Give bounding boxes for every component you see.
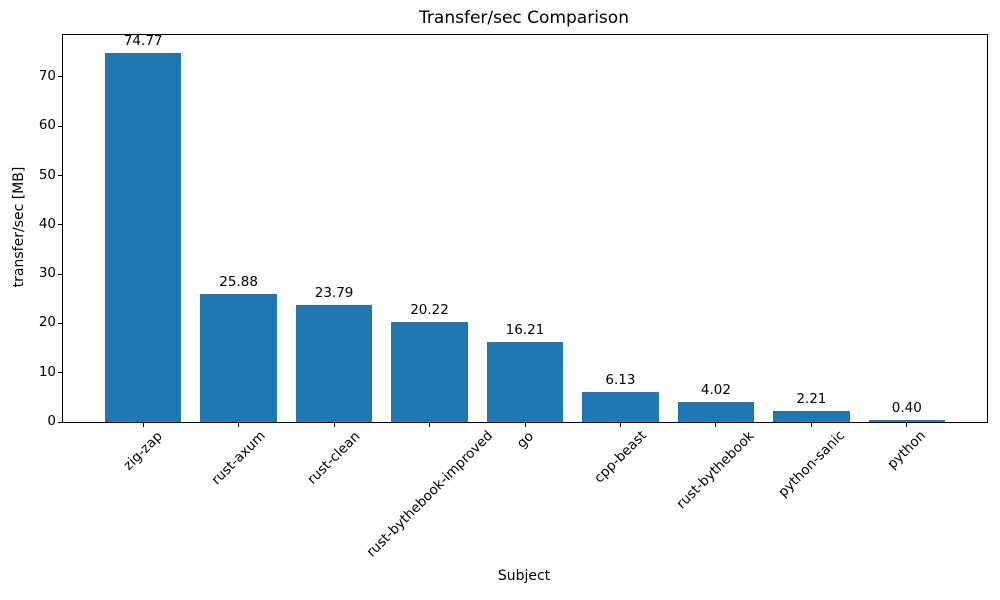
x-tick [619,423,621,427]
x-tick [429,423,431,427]
bar-value-label: 20.22 [410,302,449,319]
x-tick-label: zig-zap [120,427,166,474]
x-tick-label: python-sanic [774,427,848,501]
y-tick [58,421,62,423]
y-tick [58,224,62,226]
bar-value-label: 25.88 [219,274,258,291]
bar-value-label: 74.77 [123,33,163,50]
x-axis-label: Subject [497,568,551,584]
x-tick-label: rust-axum [208,427,269,489]
x-tick [238,423,240,427]
bar-value-label: 2.21 [796,391,827,408]
x-tick-label: rust-bythebook [673,428,758,513]
y-tick [58,372,62,374]
x-tick [142,423,144,427]
bar-value-label: 4.02 [700,382,731,399]
y-tick [58,125,62,127]
bar-value-label: 0.40 [891,400,922,417]
bar-zig-zap [105,53,182,422]
x-tick [715,423,717,427]
bar-python-sanic [773,411,850,422]
y-tick-label: 50 [38,166,56,183]
bar-rust-axum [200,294,277,422]
y-tick-label: 70 [38,67,56,84]
x-tick [906,423,908,427]
y-tick-label: 20 [38,314,56,331]
chart-title: Transfer/sec Comparison [419,8,629,28]
bar-rust-bythebook [677,402,755,422]
bar-value-label: 6.13 [605,371,636,388]
x-tick [810,423,812,427]
y-tick [58,322,62,324]
bar-value-label: 23.79 [314,284,354,301]
y-tick-label: 0 [47,413,56,429]
bar-value-label: 16.21 [505,322,545,339]
y-tick-label: 60 [38,117,56,134]
x-tick-label: python [884,427,930,473]
y-tick [58,76,62,78]
bar-cpp-beast [582,391,659,422]
y-tick-label: 40 [38,215,56,232]
y-tick-label: 30 [38,265,56,282]
bar-python [868,420,945,422]
bar-rust-bythebook-improved [391,322,468,422]
x-tick-label: cpp-beast [591,428,650,487]
x-tick [524,423,526,427]
x-tick-label: go [513,428,537,452]
x-tick-label: rust-bythebook-improved [363,428,496,561]
bar-rust-clean [295,304,373,422]
y-tick-label: 10 [38,363,56,380]
y-tick [58,175,62,176]
bar-go [486,342,564,422]
plot-area: 0 10 20 30 40 50 60 70 74.77 zig-zap 25.88 rust-axu… [39,33,988,561]
x-tick-label: rust-clean [304,428,364,488]
x-tick [333,423,335,427]
y-tick [58,273,62,275]
